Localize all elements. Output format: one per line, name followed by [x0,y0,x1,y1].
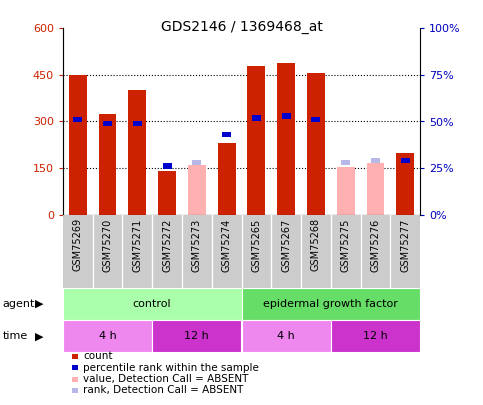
Bar [341,160,350,165]
Bar [331,320,420,352]
Bar [242,288,420,320]
Bar [277,62,295,215]
Text: GSM75276: GSM75276 [370,218,381,271]
Text: control: control [133,299,171,309]
Text: GSM75272: GSM75272 [162,218,172,272]
Bar [252,115,261,121]
Text: GSM75275: GSM75275 [341,218,351,272]
Text: 4 h: 4 h [99,331,116,341]
Bar [337,166,355,215]
Text: 4 h: 4 h [277,331,295,341]
Bar [371,158,380,163]
Bar [397,153,414,215]
Text: GSM75271: GSM75271 [132,218,142,271]
Bar [222,132,231,137]
Bar [158,171,176,215]
Bar [242,320,331,352]
Bar [103,121,112,126]
Bar [69,75,86,215]
Bar [152,320,242,352]
Text: rank, Detection Call = ABSENT: rank, Detection Call = ABSENT [83,386,243,395]
Text: percentile rank within the sample: percentile rank within the sample [83,363,259,373]
Bar [163,163,171,169]
Text: ▶: ▶ [35,331,43,341]
Text: 12 h: 12 h [363,331,388,341]
Text: count: count [83,352,113,361]
Bar [192,160,201,165]
Text: GSM75274: GSM75274 [222,218,232,271]
Text: GSM75265: GSM75265 [251,218,261,271]
Bar [128,90,146,215]
Text: 12 h: 12 h [185,331,209,341]
Bar [367,163,384,215]
Text: value, Detection Call = ABSENT: value, Detection Call = ABSENT [83,374,248,384]
Text: GSM75269: GSM75269 [72,218,83,271]
Bar [63,288,242,320]
Bar [133,121,142,126]
Text: GSM75268: GSM75268 [311,218,321,271]
Text: GDS2146 / 1369468_at: GDS2146 / 1369468_at [160,20,323,34]
Bar [99,114,116,215]
Bar [63,320,152,352]
Text: GSM75270: GSM75270 [102,218,113,271]
Text: GSM75267: GSM75267 [281,218,291,271]
Bar [401,158,410,163]
Bar [188,165,206,215]
Bar [282,113,291,119]
Text: epidermal growth factor: epidermal growth factor [263,299,398,309]
Text: GSM75273: GSM75273 [192,218,202,271]
Text: agent: agent [2,299,35,309]
Text: time: time [2,331,28,341]
Text: ▶: ▶ [35,299,43,309]
Text: GSM75277: GSM75277 [400,218,411,272]
Bar [307,73,325,215]
Bar [312,117,320,122]
Bar [73,117,82,122]
Bar [218,143,236,215]
Bar [247,66,265,215]
